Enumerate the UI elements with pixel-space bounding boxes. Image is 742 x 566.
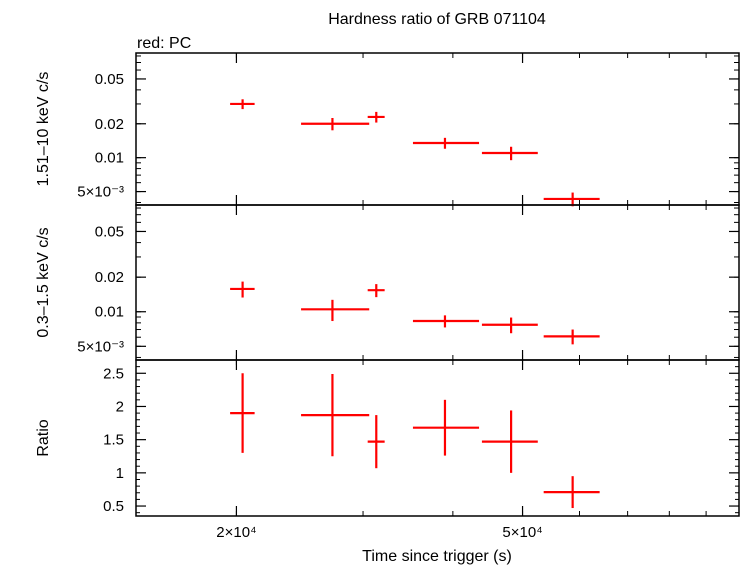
plot-area: 5×10⁻³ 0.01 0.02 0.05 1.51–10 keV c/s 5×10⁻³ 0… [35,52,740,541]
x-axis-label: Time since trigger (s) [362,548,512,565]
y-tick-label: 1.5 [103,432,124,449]
y-tick-label: 1 [116,465,124,482]
y-tick-label: 0.05 [95,223,124,240]
y-tick-label: 0.02 [95,269,124,286]
panel-frame-ratio [135,359,740,517]
y-tick-label: 0.02 [95,116,124,133]
x-tick-label: 5×10⁴ [502,524,542,541]
y-tick-label: 0.05 [95,71,124,88]
y-axis-label-soft-band: 0.3–1.5 keV c/s [35,227,52,337]
y-tick-label: 2.5 [103,365,124,382]
chart-title: Hardness ratio of GRB 071104 [328,11,546,28]
y-axis-label-ratio: Ratio [35,419,52,456]
y-tick-label: 2 [116,398,124,415]
y-tick-label: 0.01 [95,304,124,321]
y-tick-label: 5×10⁻³ [77,184,124,201]
y-tick-label: 0.01 [95,150,124,167]
legend-label: red: PC [137,35,191,52]
panel-frame-hard-band [135,52,740,206]
y-tick-label: 5×10⁻³ [77,338,124,355]
y-axis-label-hard-band: 1.51–10 keV c/s [35,72,52,187]
y-tick-label: 0.5 [103,498,124,515]
panel-frame-soft-band [135,204,740,361]
x-tick-label: 2×10⁴ [216,524,256,541]
